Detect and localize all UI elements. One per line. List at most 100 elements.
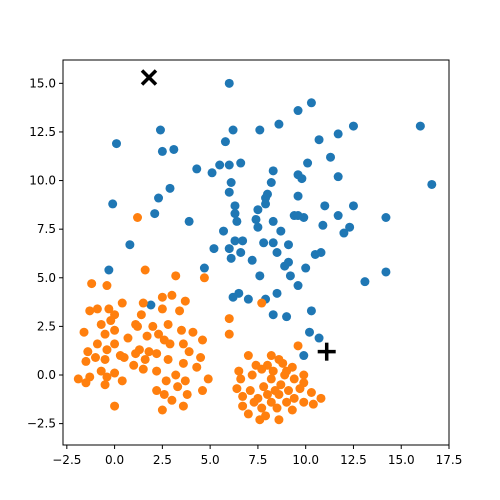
data-point-series-2 <box>188 327 198 337</box>
data-point-series-2 <box>92 304 102 314</box>
data-point-series-2 <box>129 360 139 370</box>
data-point-series-2 <box>152 366 162 376</box>
data-point-series-2 <box>100 329 110 339</box>
data-point-series-2 <box>173 382 183 392</box>
data-point-series-2 <box>167 395 177 405</box>
data-point-series-2 <box>152 349 162 359</box>
data-point-series-1 <box>255 125 265 135</box>
data-point-series-2 <box>83 347 93 357</box>
data-point-series-2 <box>243 351 253 361</box>
data-point-series-1 <box>228 292 238 302</box>
y-tick-label: −2.5 <box>27 417 56 431</box>
data-point-series-2 <box>182 389 192 399</box>
data-point-series-1 <box>339 228 349 238</box>
plus-marker <box>317 342 336 361</box>
data-point-series-1 <box>306 306 316 316</box>
data-point-series-2 <box>262 389 272 399</box>
data-point-series-2 <box>157 405 167 415</box>
data-point-series-1 <box>318 220 328 230</box>
data-point-series-2 <box>96 366 106 376</box>
data-point-series-1 <box>255 271 265 281</box>
data-point-series-1 <box>226 253 236 263</box>
data-point-series-1 <box>226 178 236 187</box>
data-point-series-1 <box>280 261 290 271</box>
data-point-series-2 <box>280 370 290 380</box>
data-point-series-1 <box>165 183 175 193</box>
data-point-series-2 <box>136 310 146 320</box>
data-point-series-2 <box>283 386 293 396</box>
data-point-series-2 <box>278 358 288 368</box>
data-point-series-2 <box>287 405 297 415</box>
data-point-series-2 <box>176 325 186 335</box>
y-tick-label: 0.0 <box>37 368 56 382</box>
data-point-series-1 <box>299 213 309 222</box>
data-point-series-1 <box>314 135 324 145</box>
data-point-series-1 <box>224 160 234 170</box>
data-point-series-2 <box>289 393 299 403</box>
data-point-series-1 <box>104 265 114 275</box>
data-point-series-2 <box>157 292 167 302</box>
data-point-series-2 <box>308 399 318 409</box>
data-point-series-1 <box>230 201 240 211</box>
data-point-series-2 <box>180 296 190 306</box>
y-tick-label: 12.5 <box>29 125 56 139</box>
data-point-series-2 <box>266 397 276 407</box>
data-point-series-2 <box>133 213 143 222</box>
data-point-series-2 <box>117 376 127 386</box>
data-point-series-2 <box>157 304 167 314</box>
data-point-series-2 <box>96 319 106 329</box>
y-axis: −2.5 0.0 2.5 5.0 7.5 10.0 12.5 15.0 <box>27 76 63 431</box>
data-point-series-2 <box>138 364 148 374</box>
x-tick-label: −2.5 <box>52 453 81 467</box>
data-point-series-2 <box>102 345 112 355</box>
data-point-series-2 <box>268 366 278 376</box>
data-point-series-1 <box>238 236 248 246</box>
data-point-series-1 <box>348 201 358 211</box>
data-point-series-1 <box>268 238 278 248</box>
data-point-series-1 <box>247 255 257 265</box>
x-tick-label: 12.5 <box>340 453 367 467</box>
data-point-series-2 <box>257 298 267 308</box>
data-point-series-2 <box>148 321 158 331</box>
data-point-series-1 <box>301 263 311 273</box>
data-point-series-2 <box>192 362 202 372</box>
data-point-series-1 <box>293 191 303 201</box>
data-point-series-2 <box>81 356 91 366</box>
data-point-series-1 <box>150 209 160 219</box>
data-point-series-2 <box>257 403 267 413</box>
data-point-series-2 <box>123 333 133 343</box>
data-point-series-2 <box>81 378 91 388</box>
x-tick-label: 17.5 <box>436 453 463 467</box>
data-point-series-1 <box>274 119 284 129</box>
data-point-series-1 <box>314 333 324 343</box>
data-point-series-2 <box>73 374 83 384</box>
data-point-series-2 <box>198 386 207 396</box>
data-point-series-2 <box>245 386 255 396</box>
data-point-series-2 <box>163 354 173 364</box>
y-tick-label: 5.0 <box>37 271 56 285</box>
data-point-series-2 <box>167 290 177 300</box>
data-point-series-1 <box>236 248 246 257</box>
x-tick-label: 7.5 <box>248 453 267 467</box>
data-point-series-1 <box>268 216 278 226</box>
data-point-series-2 <box>140 354 150 364</box>
data-point-series-2 <box>102 372 112 382</box>
data-point-series-2 <box>306 388 316 397</box>
data-point-series-2 <box>259 382 269 392</box>
data-point-series-2 <box>178 358 188 368</box>
data-point-series-2 <box>85 306 95 316</box>
data-point-series-1 <box>272 288 282 298</box>
data-point-series-1 <box>268 166 278 176</box>
data-point-series-2 <box>110 339 120 349</box>
data-point-series-2 <box>276 380 286 390</box>
data-point-series-2 <box>154 329 164 339</box>
data-point-series-1 <box>293 106 303 116</box>
data-point-series-1 <box>333 172 343 182</box>
data-point-series-2 <box>272 403 282 413</box>
data-point-series-1 <box>155 125 165 135</box>
data-point-series-1 <box>303 158 313 168</box>
data-point-series-1 <box>266 178 276 187</box>
data-point-series-2 <box>87 279 97 289</box>
data-point-series-2 <box>138 298 148 308</box>
data-point-series-2 <box>238 391 248 401</box>
